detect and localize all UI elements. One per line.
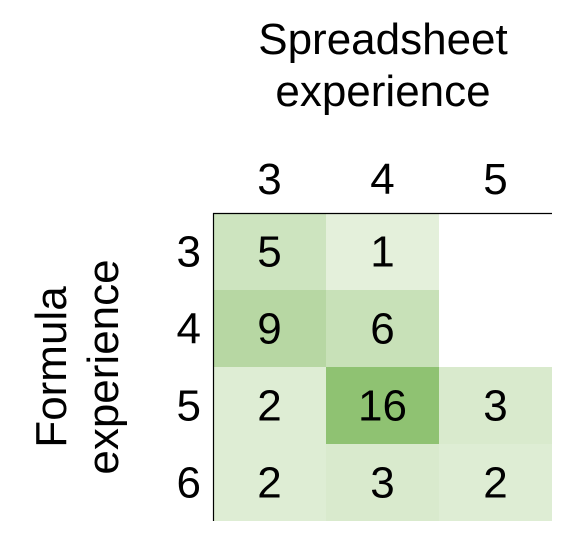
cell-value-label: 6 (370, 305, 394, 354)
cell-value-label: 1 (370, 228, 394, 277)
cell-value-label: 2 (483, 459, 507, 508)
heatmap-cell (213, 213, 326, 290)
heatmap-cell (439, 367, 552, 444)
heatmap-cell (213, 444, 326, 521)
cell-value-label: 16 (358, 382, 407, 431)
x-tick-label: 5 (483, 155, 507, 204)
heatmap-cell (326, 213, 439, 290)
heatmap-cell (326, 290, 439, 367)
y-tick-label: 4 (177, 305, 201, 354)
x-tick-label: 3 (257, 155, 281, 204)
x-tick-label: 4 (370, 155, 394, 204)
cell-value-label: 3 (483, 382, 507, 431)
y-tick-label: 6 (177, 459, 201, 508)
y-tick-label: 5 (177, 382, 201, 431)
heatmap-cell (213, 367, 326, 444)
cell-value-label: 2 (257, 382, 281, 431)
y-tick-label: 3 (177, 228, 201, 277)
cell-value-label: 9 (257, 305, 281, 354)
heatmap-cell (213, 290, 326, 367)
cell-value-label: 3 (370, 459, 394, 508)
x-axis-title: Spreadsheet experience (258, 15, 508, 116)
heatmap-cell (326, 444, 439, 521)
cell-value-label: 2 (257, 459, 281, 508)
cell-value-label: 5 (257, 228, 281, 277)
heatmap-cell (326, 367, 439, 444)
heatmap-cell (439, 444, 552, 521)
